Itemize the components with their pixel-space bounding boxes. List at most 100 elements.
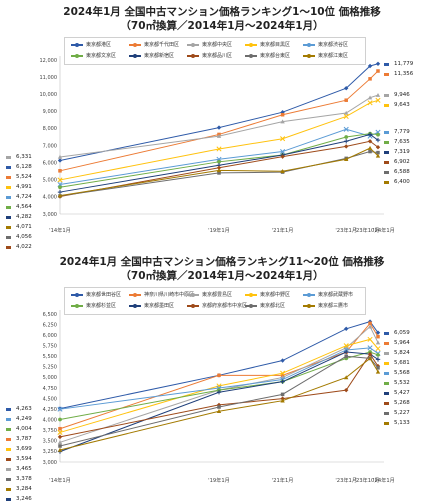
legend-marker bbox=[75, 292, 79, 297]
value-label-marker bbox=[6, 196, 11, 199]
value-label-text: 5,524 bbox=[16, 174, 32, 180]
series-line bbox=[59, 325, 379, 443]
legend-label: 東京都北区 bbox=[260, 303, 286, 309]
data-point bbox=[367, 100, 373, 106]
legend-marker bbox=[249, 42, 253, 47]
legend-marker bbox=[75, 53, 79, 58]
value-label-marker bbox=[384, 331, 389, 335]
value-label-text: 5,532 bbox=[394, 379, 410, 386]
y-tick-label: 5,500 bbox=[43, 354, 57, 360]
value-label-marker bbox=[6, 246, 11, 249]
value-label-marker bbox=[384, 351, 389, 355]
series-9 bbox=[58, 149, 380, 198]
data-point bbox=[216, 146, 222, 152]
y-tick-label: 4,250 bbox=[43, 407, 57, 413]
x-tick-label: '23年1月 bbox=[335, 476, 357, 484]
y-tick-label: 6,250 bbox=[43, 322, 57, 328]
value-label-text: 5,227 bbox=[394, 409, 410, 416]
data-point bbox=[57, 406, 63, 412]
y-tick-label: 11,000 bbox=[40, 75, 58, 81]
y-tick-label: 9,000 bbox=[43, 109, 57, 115]
data-point bbox=[280, 392, 285, 397]
series-line bbox=[59, 63, 379, 161]
value-label-marker bbox=[384, 141, 389, 145]
legend-marker bbox=[249, 303, 253, 308]
value-label-text: 4,991 bbox=[16, 184, 32, 190]
y-tick-label: 4,000 bbox=[43, 195, 57, 201]
series-10 bbox=[57, 145, 381, 198]
data-point bbox=[280, 370, 286, 376]
data-point bbox=[368, 321, 372, 326]
y-tick-label: 3,250 bbox=[43, 449, 57, 455]
value-label-text: 6,902 bbox=[394, 159, 410, 166]
chart-title: 2024年1月 全国中古マンション価格ランキング11～20位 価格推移 bbox=[59, 256, 385, 268]
value-label-text: 6,588 bbox=[394, 169, 410, 176]
data-point bbox=[375, 357, 381, 362]
data-point bbox=[375, 340, 381, 345]
data-point bbox=[367, 351, 373, 357]
data-point bbox=[58, 185, 62, 190]
value-label-marker bbox=[384, 161, 389, 165]
value-label-marker bbox=[384, 62, 389, 66]
data-point bbox=[344, 157, 349, 162]
value-label-marker bbox=[6, 417, 11, 421]
line-chart-bottom: 3,000 3,250 3,500 3,750 4,000 4,250 4,500 4,750… bbox=[43, 310, 395, 484]
value-label-marker bbox=[384, 371, 389, 375]
data-point bbox=[57, 429, 63, 435]
legend-label: 京都府京都市中京区 bbox=[202, 303, 248, 309]
chart-subtitle: （70㎡換算／2014年1月～2024年1月） bbox=[120, 20, 324, 32]
data-point bbox=[375, 346, 381, 352]
legend-marker bbox=[191, 292, 195, 297]
data-point bbox=[216, 390, 222, 395]
data-point bbox=[57, 181, 63, 188]
data-point bbox=[57, 177, 63, 183]
value-label-marker bbox=[6, 216, 11, 219]
data-point bbox=[280, 169, 285, 173]
legend-label: 東京都品川区 bbox=[202, 53, 233, 59]
data-point bbox=[343, 113, 349, 120]
value-label-marker bbox=[6, 176, 11, 179]
series-line bbox=[59, 140, 379, 198]
value-label-text: 3,787 bbox=[16, 435, 32, 442]
series-line bbox=[59, 322, 379, 430]
value-label-text: 5,568 bbox=[394, 369, 410, 376]
value-label-marker bbox=[6, 407, 11, 411]
data-point bbox=[375, 369, 381, 374]
y-tick-label: 6,000 bbox=[43, 160, 57, 166]
data-point bbox=[344, 144, 349, 149]
value-label-marker bbox=[6, 236, 11, 239]
data-point bbox=[280, 398, 285, 403]
value-label-text: 4,071 bbox=[16, 224, 32, 230]
legend-marker bbox=[191, 42, 195, 47]
y-tick-label: 4,500 bbox=[43, 396, 57, 402]
data-point bbox=[367, 63, 373, 69]
data-point bbox=[280, 119, 285, 124]
legend-label: 神奈川県川崎市中原区 bbox=[144, 292, 195, 298]
data-point bbox=[376, 334, 380, 339]
value-label-marker bbox=[384, 391, 389, 395]
data-point bbox=[367, 356, 373, 361]
x-tick-label: '21年1月 bbox=[272, 476, 294, 484]
legend-marker bbox=[191, 53, 195, 58]
value-label-marker bbox=[384, 401, 389, 405]
value-label-marker bbox=[6, 186, 11, 189]
value-label-text: 3,594 bbox=[16, 455, 32, 462]
data-point bbox=[57, 193, 63, 198]
data-point bbox=[280, 136, 286, 142]
data-point bbox=[376, 132, 380, 137]
chart-panel-top: 3,000 4,000 5,000 6,000 7,000 8,000 9,000 10,00… bbox=[0, 0, 444, 250]
series-line bbox=[59, 70, 379, 172]
value-label-text: 4,249 bbox=[16, 415, 32, 422]
value-label-marker bbox=[384, 72, 389, 76]
value-label-text: 7,319 bbox=[394, 149, 410, 156]
legend-marker bbox=[307, 303, 311, 308]
data-point bbox=[57, 440, 63, 445]
value-label-marker bbox=[6, 447, 11, 451]
series-line bbox=[59, 353, 379, 438]
legend-label: 東京都千代田区 bbox=[144, 42, 180, 48]
series-1 bbox=[57, 61, 381, 163]
data-point bbox=[376, 366, 380, 370]
y-tick-label: 3,750 bbox=[43, 428, 57, 434]
y-tick-label: 8,000 bbox=[43, 126, 57, 132]
legend-label: 東京都武蔵野市 bbox=[318, 292, 354, 298]
